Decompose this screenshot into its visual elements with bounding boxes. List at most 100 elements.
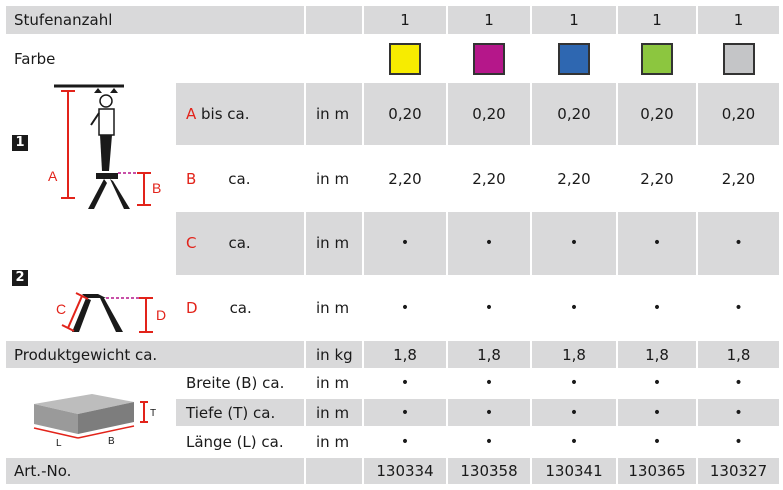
row-b-value: 2,20 [616, 145, 698, 213]
depth-value: • [446, 397, 532, 429]
row-d-value: • [446, 274, 532, 342]
length-value: • [362, 426, 448, 458]
depth-value: • [616, 397, 698, 429]
row-c-value: • [616, 210, 698, 277]
color-swatch-grey [722, 42, 755, 75]
length-value: • [446, 426, 532, 458]
color-swatch-green [641, 42, 673, 75]
length-value: • [530, 426, 618, 458]
row-d-value: • [616, 274, 698, 342]
row-d-unit: in m [304, 274, 364, 342]
row-c-value: • [530, 210, 618, 277]
unit-cell-empty [304, 3, 364, 37]
steps-value: 1 [446, 3, 532, 37]
row-a-value: 0,20 [446, 80, 532, 148]
figure-label-d: D [156, 307, 166, 323]
row-a-value: 0,20 [530, 80, 618, 148]
steps-label: Stufenanzahl [4, 3, 306, 37]
weight-unit: in kg [304, 339, 364, 370]
row-c-value: • [362, 210, 448, 277]
weight-value: 1,8 [696, 339, 781, 370]
width-value: • [616, 367, 698, 400]
length-row: Länge (L) ca. in m • • • • • [5, 426, 781, 458]
width-row: T L B Breite (B) ca. in m • • • • • [4, 367, 781, 458]
figure-label-c: C [56, 301, 66, 317]
row-a-value: 0,20 [616, 80, 698, 148]
row-c-value: • [696, 210, 781, 277]
steps-value: 1 [530, 3, 618, 37]
width-value: • [446, 367, 532, 400]
steps-value: 1 [616, 3, 698, 37]
unit-cell-empty [304, 455, 364, 487]
section-number-1: 1 [12, 134, 28, 151]
depth-row: Tiefe (T) ca. in m • • • • • [5, 397, 781, 429]
width-label: Breite (B) ca. [174, 367, 306, 400]
row-a: 1 A B A [4, 80, 781, 213]
figure-label-b-box: B [108, 436, 115, 447]
row-a-unit: in m [304, 80, 364, 148]
article-number: 130358 [446, 455, 532, 487]
row-b-unit: in m [304, 145, 364, 213]
row-d-value: • [362, 274, 448, 342]
row-b-letter: B [186, 169, 197, 188]
row-a-label: A bis ca. [174, 80, 306, 148]
article-number: 130365 [616, 455, 698, 487]
article-row: Art.-No. 130334 130358 130341 130365 130… [4, 455, 781, 487]
row-d-letter: D [186, 299, 198, 318]
figure-label-l: L [56, 438, 62, 449]
steps-row: Stufenanzahl 1 1 1 1 1 [4, 3, 781, 37]
article-number: 130341 [530, 455, 618, 487]
length-value: • [696, 426, 781, 458]
section-number-2: 2 [12, 270, 28, 287]
color-row: Farbe [4, 34, 781, 83]
unit-cell-empty [304, 34, 364, 83]
row-a-letter: A [186, 105, 197, 124]
depth-label: Tiefe (T) ca. [174, 397, 306, 429]
color-swatch-blue [558, 42, 590, 75]
color-swatch-magenta [473, 42, 505, 75]
row-a-value: 0,20 [362, 80, 448, 148]
steps-value: 1 [696, 3, 781, 37]
row-d-value: • [530, 274, 618, 342]
row-b-value: 2,20 [696, 145, 781, 213]
weight-label: Produktgewicht ca. [4, 339, 306, 370]
ladder-reach-illustration: A B [48, 84, 161, 209]
weight-value: 1,8 [616, 339, 698, 370]
row-b-value: 2,20 [446, 145, 532, 213]
weight-value: 1,8 [446, 339, 532, 370]
length-value: • [616, 426, 698, 458]
figure-label-a: A [48, 168, 58, 184]
article-label: Art.-No. [4, 455, 306, 487]
figure-package: T L B [4, 367, 176, 458]
steps-value: 1 [362, 3, 448, 37]
figure-section-2: 2 D C [4, 210, 176, 342]
row-c-value: • [446, 210, 532, 277]
depth-unit: in m [304, 397, 364, 429]
row-b-value: 2,20 [530, 145, 618, 213]
weight-value: 1,8 [530, 339, 618, 370]
color-swatch-yellow [389, 42, 421, 75]
width-value: • [530, 367, 618, 400]
width-value: • [696, 367, 781, 400]
length-label: Länge (L) ca. [174, 426, 306, 458]
length-unit: in m [304, 426, 364, 458]
row-c-letter: C [186, 234, 197, 253]
figure-section-1: 1 A B [4, 80, 176, 213]
row-a-value: 0,20 [696, 80, 781, 148]
article-number: 130334 [362, 455, 448, 487]
width-unit: in m [304, 367, 364, 400]
width-value: • [362, 367, 448, 400]
weight-value: 1,8 [362, 339, 448, 370]
depth-value: • [530, 397, 618, 429]
article-number: 130327 [696, 455, 781, 487]
specification-table: Stufenanzahl 1 1 1 1 1 Farbe 1 A [4, 3, 781, 487]
depth-value: • [696, 397, 781, 429]
row-b-value: 2,20 [362, 145, 448, 213]
color-label: Farbe [4, 34, 306, 83]
package-box-illustration: T L B [33, 393, 156, 449]
